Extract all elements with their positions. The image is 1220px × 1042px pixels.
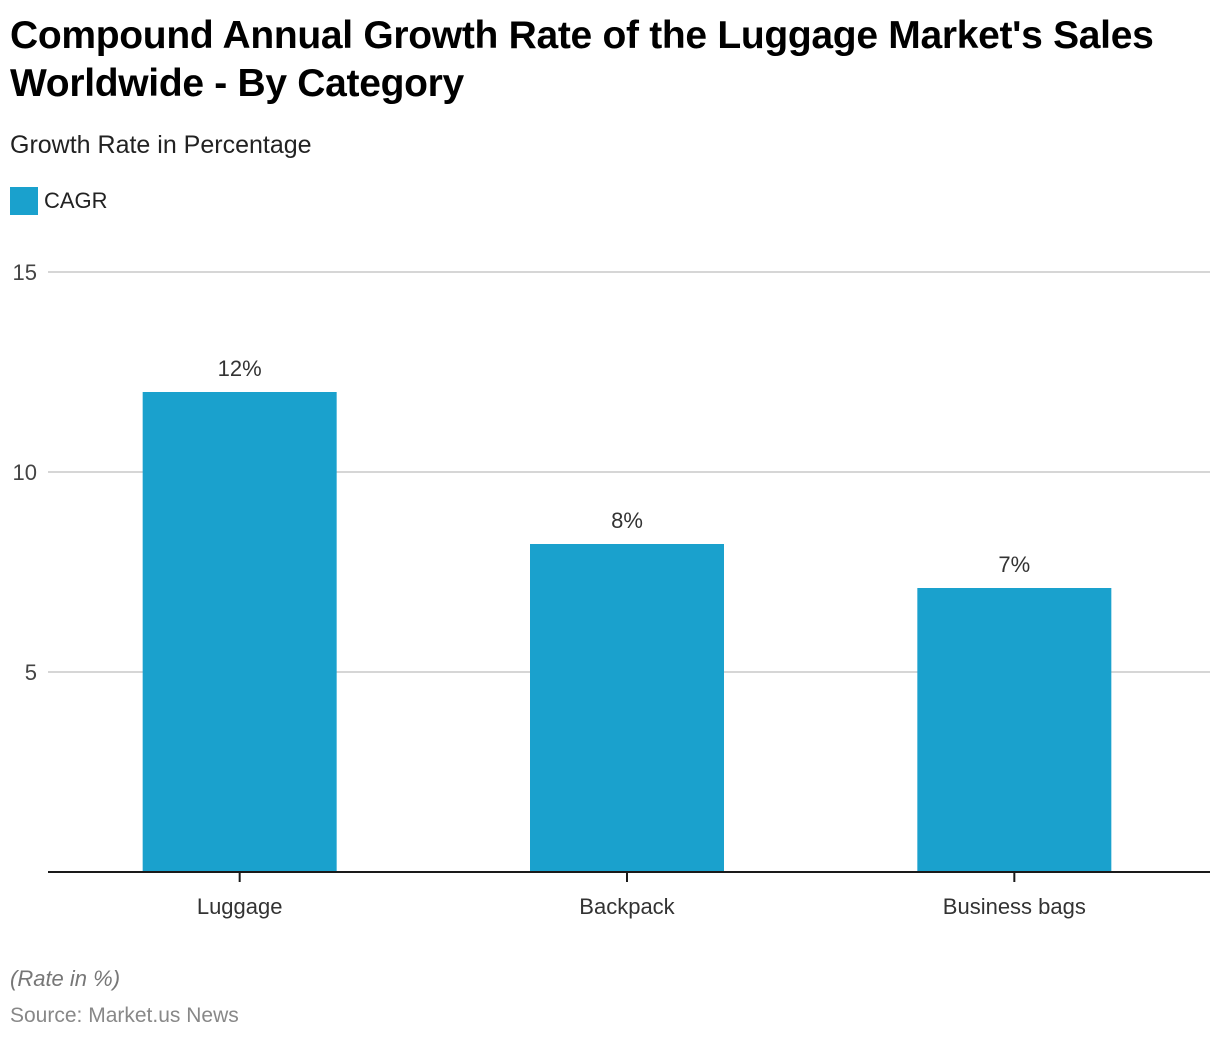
chart-title: Compound Annual Growth Rate of the Lugga… [10,14,1154,105]
x-tick-label: Backpack [579,894,675,919]
legend-swatch-cagr [10,187,38,215]
data-labels: 12% 8% 7% [218,356,1031,577]
chart-subtitle: Growth Rate in Percentage [10,131,312,159]
bar-backpack [530,544,724,872]
legend: CAGR [10,187,108,215]
source-text: Source: Market.us News [10,1004,239,1027]
y-tick-label: 15 [13,260,37,285]
bar-luggage [142,392,337,872]
data-label: 8% [611,508,643,533]
bars [142,392,1112,872]
data-label: 7% [998,552,1030,577]
x-axis-ticks: Luggage Backpack Business bags [197,872,1086,919]
y-tick-label: 5 [25,660,37,685]
legend-label-cagr: CAGR [44,188,108,213]
x-tick-label: Business bags [943,894,1086,919]
data-label: 12% [218,356,262,381]
footnote: (Rate in %) [10,966,121,991]
bar-business-bags [917,588,1112,872]
y-axis-ticks: 5 10 15 [13,260,37,685]
y-tick-label: 10 [13,460,37,485]
x-tick-label: Luggage [197,894,283,919]
